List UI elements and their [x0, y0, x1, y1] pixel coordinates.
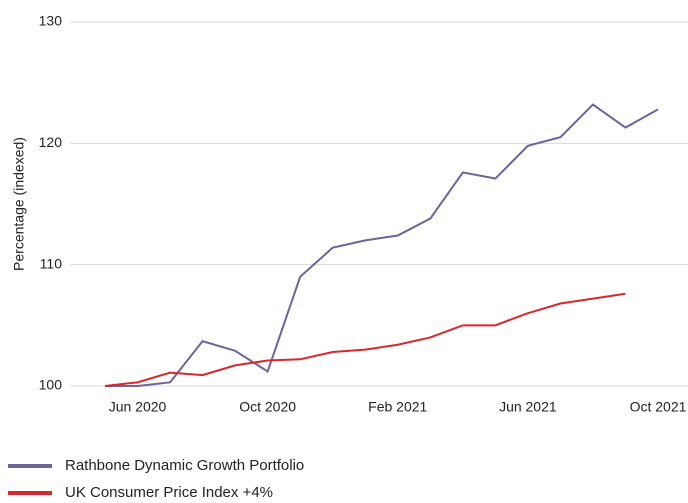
x-tick-label: Feb 2021 [368, 399, 427, 415]
y-tick-label: 120 [39, 134, 63, 150]
x-tick-label: Jun 2020 [109, 399, 167, 415]
y-tick-label: 130 [39, 13, 63, 29]
legend-label: Rathbone Dynamic Growth Portfolio [65, 457, 304, 474]
series-line [104, 292, 626, 387]
x-tick-label: Oct 2021 [630, 399, 687, 415]
y-tick-label: 100 [39, 377, 63, 393]
legend-label: UK Consumer Price Index +4% [65, 484, 273, 501]
x-tick-label: Jun 2021 [499, 399, 557, 415]
series-line [105, 103, 659, 387]
y-axis-label: Percentage (indexed) [11, 137, 27, 271]
y-tick-label: 110 [40, 255, 63, 271]
x-tick-label: Oct 2020 [239, 399, 296, 415]
